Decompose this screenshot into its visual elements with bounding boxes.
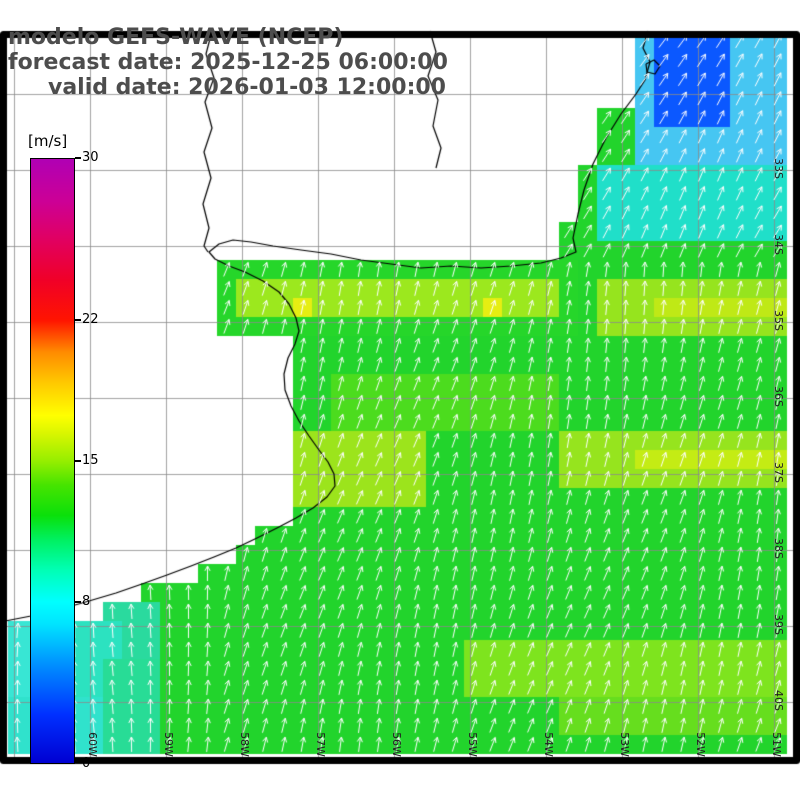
longitude-label: 52W <box>693 732 707 757</box>
latitude-label: 38S <box>771 538 785 559</box>
colorbar-tick <box>75 318 81 321</box>
title-block: modelo GEFS-WAVE (NCEP) forecast date: 2… <box>8 25 448 100</box>
longitude-label: 57W <box>313 732 327 757</box>
longitude-label: 51W <box>769 732 783 757</box>
colorbar-tick <box>75 157 81 159</box>
colorbar-tick-label: 8 <box>82 594 91 610</box>
latitude-label: 36S <box>771 386 785 407</box>
longitude-label: 60W <box>85 732 99 757</box>
longitude-label: 53W <box>617 732 631 757</box>
valid-date: valid date: 2026-01-03 12:00:00 <box>48 75 446 100</box>
model-name: modelo GEFS-WAVE (NCEP) <box>8 25 344 50</box>
colorbar-tick-label: 0 <box>82 756 91 771</box>
latitude-label: 37S <box>771 462 785 483</box>
colorbar-unit-label: [m/s] <box>28 132 68 150</box>
colorbar: [m/s] 30 22 15 8 0 <box>28 132 99 771</box>
forecast-date: forecast date: 2025-12-25 06:00:00 <box>8 50 448 75</box>
longitude-label: 54W <box>541 732 555 757</box>
colorbar-gradient-bar <box>30 158 75 764</box>
latitude-label: 35S <box>771 310 785 331</box>
colorbar-tick <box>75 460 81 462</box>
longitude-label: 59W <box>161 732 175 757</box>
colorbar-tick-label: 22 <box>82 311 99 327</box>
latitude-label: 39S <box>771 614 785 635</box>
colorbar-tick-label: 15 <box>82 453 99 468</box>
colorbar-tick <box>75 601 81 604</box>
colorbar-tick-label: 30 <box>82 150 99 165</box>
latitude-label: 33S <box>771 158 785 179</box>
latitude-label: 34S <box>771 234 785 255</box>
longitude-label: 56W <box>389 732 403 757</box>
longitude-label: 55W <box>465 732 479 757</box>
colorbar-tick <box>75 761 81 763</box>
longitude-label: 58W <box>237 732 251 757</box>
latitude-label: 40S <box>771 690 785 711</box>
